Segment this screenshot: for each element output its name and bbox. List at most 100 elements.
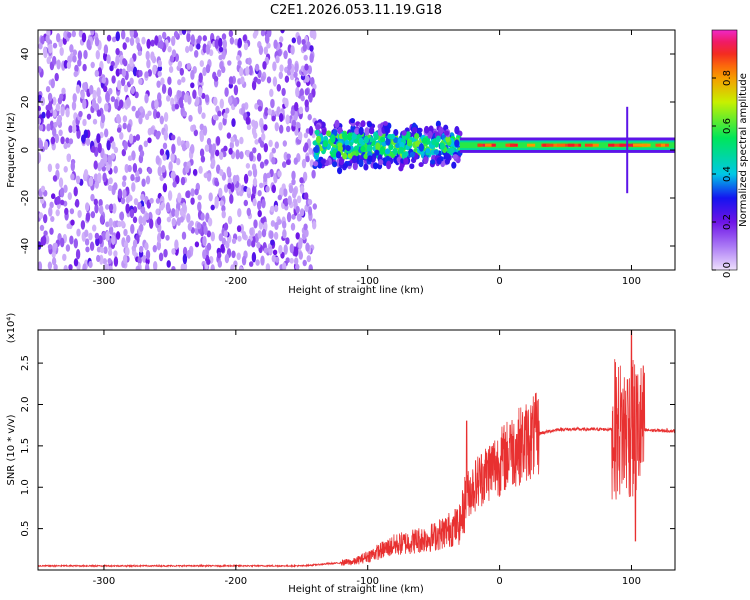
noise-blob xyxy=(279,64,284,73)
noise-blob xyxy=(171,35,176,47)
transition-blob xyxy=(360,146,366,152)
noise-blob xyxy=(100,113,106,124)
snr-series-line xyxy=(38,330,675,569)
noise-blob xyxy=(285,114,290,125)
noise-blob xyxy=(188,44,194,52)
noise-blob xyxy=(237,235,242,242)
noise-blob xyxy=(53,263,58,270)
noise-blob xyxy=(233,84,239,96)
noise-blob xyxy=(289,243,294,254)
noise-blob xyxy=(202,35,207,42)
noise-blob xyxy=(181,202,187,213)
noise-blob xyxy=(157,165,162,177)
noise-blob xyxy=(147,167,153,175)
noise-blob xyxy=(81,32,87,43)
noise-blob xyxy=(88,260,93,269)
noise-blob xyxy=(271,156,276,165)
noise-blob xyxy=(49,201,54,209)
noise-blob xyxy=(117,188,123,199)
noise-blob xyxy=(252,198,257,207)
noise-blob xyxy=(254,63,260,72)
noise-blob xyxy=(105,221,110,228)
noise-blob xyxy=(304,99,309,108)
noise-blob xyxy=(155,197,161,204)
noise-blob xyxy=(71,30,77,38)
tone-peak xyxy=(627,143,634,147)
noise-blob xyxy=(47,92,53,102)
transition-blob xyxy=(315,124,321,131)
noise-blob xyxy=(153,260,158,270)
noise-blob xyxy=(186,32,191,43)
noise-blob xyxy=(304,88,309,96)
noise-blob xyxy=(200,212,205,221)
noise-blob xyxy=(141,178,146,188)
noise-blob xyxy=(64,207,69,216)
y-tick-label: 20 xyxy=(20,96,31,109)
noise-blob xyxy=(111,234,116,245)
noise-blob xyxy=(162,31,167,40)
noise-blob xyxy=(55,163,60,170)
noise-blob xyxy=(260,75,266,82)
noise-blob xyxy=(115,31,121,41)
noise-blob xyxy=(197,104,203,115)
noise-blob xyxy=(122,122,127,130)
noise-blob xyxy=(108,265,113,270)
noise-blob xyxy=(257,200,262,211)
noise-blob xyxy=(239,67,244,77)
noise-blob xyxy=(238,190,244,197)
noise-blob xyxy=(85,137,91,146)
noise-blob xyxy=(83,169,89,178)
tone-peak xyxy=(619,143,629,147)
noise-blob xyxy=(159,204,164,211)
noise-blob xyxy=(130,86,135,95)
noise-blob xyxy=(295,263,300,270)
transition-blob xyxy=(313,146,319,153)
noise-blob xyxy=(266,172,271,179)
noise-blob xyxy=(143,140,148,148)
noise-blob xyxy=(303,54,308,61)
noise-blob xyxy=(145,265,150,270)
noise-blob xyxy=(196,222,202,230)
noise-blob xyxy=(196,38,201,46)
noise-blob xyxy=(171,208,176,217)
transition-blob xyxy=(313,160,319,167)
noise-blob xyxy=(60,199,65,206)
noise-blob xyxy=(263,143,268,153)
noise-blob xyxy=(179,216,184,223)
transition-blob xyxy=(358,126,364,136)
noise-blob xyxy=(291,170,296,181)
noise-blob xyxy=(123,84,129,93)
noise-blob xyxy=(180,263,185,270)
spike-streak xyxy=(626,106,629,194)
noise-blob xyxy=(67,32,72,39)
noise-blob xyxy=(58,177,64,188)
noise-blob xyxy=(253,120,259,130)
noise-blob xyxy=(111,36,117,43)
tone-peak xyxy=(577,143,582,147)
noise-blob xyxy=(102,172,107,183)
noise-blob xyxy=(171,248,176,255)
noise-blob xyxy=(202,235,207,247)
noise-blob xyxy=(105,204,110,210)
noise-blob xyxy=(203,225,208,235)
noise-blob xyxy=(133,198,139,206)
noise-blob xyxy=(263,247,269,254)
noise-blob xyxy=(62,253,67,262)
noise-blob xyxy=(113,182,118,191)
noise-blob xyxy=(88,176,94,187)
noise-blob xyxy=(132,206,138,214)
y-axis-label: SNR (10 * v/v) xyxy=(6,414,17,485)
noise-blob xyxy=(309,45,314,52)
noise-blob xyxy=(106,54,111,64)
noise-blob xyxy=(69,235,74,245)
noise-blob xyxy=(227,182,232,190)
transition-blob xyxy=(366,144,372,153)
noise-blob xyxy=(214,114,219,121)
noise-blob xyxy=(81,134,86,144)
noise-blob xyxy=(302,171,308,182)
noise-blob xyxy=(181,76,186,83)
noise-blob xyxy=(69,208,75,215)
noise-blob xyxy=(107,249,113,256)
noise-blob xyxy=(252,147,257,154)
noise-blob xyxy=(224,87,229,97)
